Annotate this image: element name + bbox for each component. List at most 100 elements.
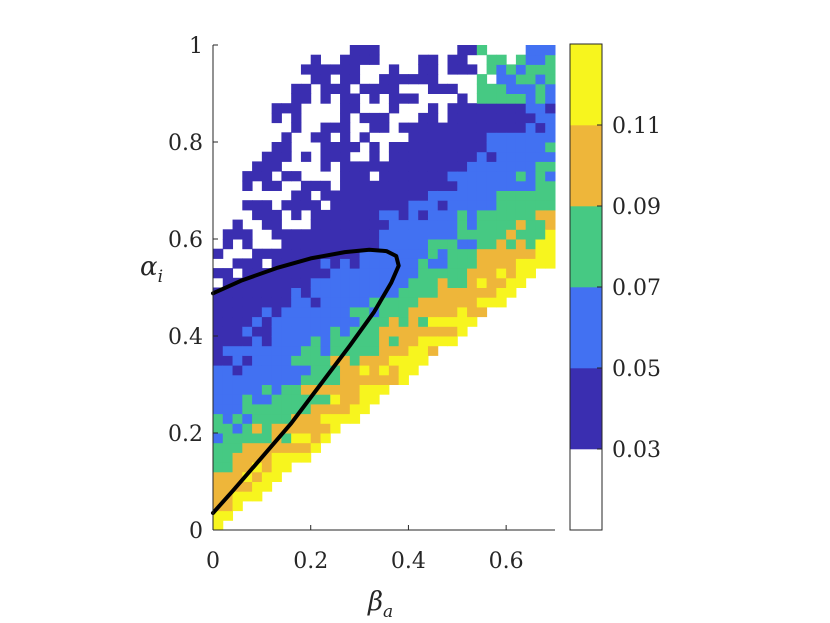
heatmap-cell — [379, 248, 390, 259]
heatmap-cell — [222, 423, 234, 434]
heatmap-cell — [447, 209, 458, 221]
y-tick-label: 0.8 — [168, 131, 203, 156]
heatmap-cell — [359, 374, 370, 385]
heatmap-cell — [281, 287, 292, 298]
heatmap-cell — [340, 403, 351, 415]
heatmap-cell — [467, 151, 478, 162]
heatmap-cell — [535, 112, 546, 124]
heatmap-cell — [281, 326, 292, 337]
heatmap-cell — [476, 83, 488, 94]
heatmap-cell — [340, 74, 351, 85]
heatmap-cell — [261, 161, 273, 172]
heatmap-cell — [476, 161, 488, 172]
heatmap-cell — [457, 93, 468, 104]
heatmap-cell — [447, 103, 458, 114]
heatmap-cell — [222, 374, 234, 385]
heatmap-cell — [476, 74, 488, 85]
heatmap-cell — [379, 326, 390, 337]
heatmap-cell — [525, 132, 536, 143]
heatmap-cell — [320, 142, 331, 153]
heatmap-cell — [535, 248, 546, 259]
heatmap-cell — [271, 345, 282, 356]
heatmap-cell — [310, 268, 321, 279]
heatmap-cell — [300, 326, 312, 337]
heatmap-cell — [496, 297, 507, 308]
heatmap-cell — [408, 93, 419, 104]
heatmap-cell — [457, 122, 468, 133]
heatmap-cell — [467, 268, 478, 279]
heatmap-cell — [271, 151, 282, 162]
heatmap-cell — [476, 112, 488, 124]
heatmap-cell — [427, 171, 439, 182]
y-tick-label: 0 — [189, 519, 203, 544]
heatmap-cell — [232, 345, 243, 356]
heatmap-cell — [222, 306, 234, 318]
heatmap-cell — [271, 452, 282, 463]
heatmap-cell — [232, 394, 243, 405]
heatmap-cell — [340, 200, 351, 211]
heatmap-cell — [437, 132, 449, 143]
heatmap-cell — [515, 239, 527, 250]
heatmap-cell — [252, 306, 263, 318]
heatmap-cell — [427, 200, 439, 211]
heatmap-cell — [300, 452, 312, 463]
heatmap-cell — [310, 258, 321, 269]
heatmap-cell — [486, 258, 497, 269]
heatmap-cell — [232, 462, 243, 473]
heatmap-cell — [437, 239, 449, 250]
heatmap-cell — [535, 200, 546, 211]
heatmap-cell — [535, 209, 546, 221]
heatmap-cell — [476, 229, 488, 240]
heatmap-cell — [281, 316, 292, 327]
heatmap-cell — [222, 500, 234, 512]
heatmap-cell — [300, 442, 312, 453]
heatmap-cell — [457, 45, 468, 56]
x-ticks: 0 0.2 0.4 0.6 — [206, 525, 524, 574]
heatmap-cell — [427, 54, 439, 65]
heatmap-cell — [252, 316, 263, 327]
heatmap-cell — [408, 297, 419, 308]
heatmap-cell — [300, 374, 312, 385]
heatmap-cell — [291, 433, 302, 444]
heatmap-cell — [359, 229, 370, 240]
heatmap-cell — [340, 112, 351, 124]
heatmap-cell — [359, 306, 370, 318]
heatmap-cell — [281, 306, 292, 318]
heatmap-cell — [427, 239, 439, 250]
heatmap-cell — [330, 287, 341, 298]
heatmap-cell — [467, 190, 478, 201]
heatmap-cell — [320, 268, 331, 279]
heatmap-cell — [252, 442, 263, 453]
heatmap-cell — [515, 209, 527, 221]
heatmap-cell — [427, 248, 439, 259]
heatmap-cell — [261, 180, 273, 191]
heatmap-cell — [349, 345, 361, 356]
heatmap-cell — [535, 171, 546, 182]
heatmap-cell — [418, 355, 429, 366]
heatmap-cell — [310, 54, 321, 65]
heatmap-cell — [388, 239, 400, 250]
heatmap-cell — [369, 345, 380, 356]
heatmap-cell — [359, 365, 370, 376]
heatmap-cell — [340, 297, 351, 308]
heatmap-cell — [398, 180, 409, 191]
heatmap-cell — [310, 336, 321, 347]
heatmap-cell — [496, 268, 507, 279]
heatmap-cell — [359, 190, 370, 201]
heatmap-cell — [369, 83, 380, 94]
heatmap-cell — [349, 209, 361, 221]
heatmap-cell — [320, 306, 331, 318]
heatmap-cell — [281, 239, 292, 250]
heatmap-cell — [222, 268, 234, 279]
heatmap-cell — [486, 287, 497, 298]
heatmap-cell — [398, 326, 409, 337]
heatmap-cell — [222, 462, 234, 473]
heatmap-cell — [213, 355, 224, 366]
heatmap-cell — [506, 258, 517, 269]
heatmap-cell — [486, 142, 497, 153]
heatmap-cell — [379, 374, 390, 385]
heatmap-cell — [349, 54, 361, 65]
heatmap-cell — [261, 316, 273, 327]
heatmap-cell — [349, 180, 361, 191]
heatmap-cell — [300, 336, 312, 347]
